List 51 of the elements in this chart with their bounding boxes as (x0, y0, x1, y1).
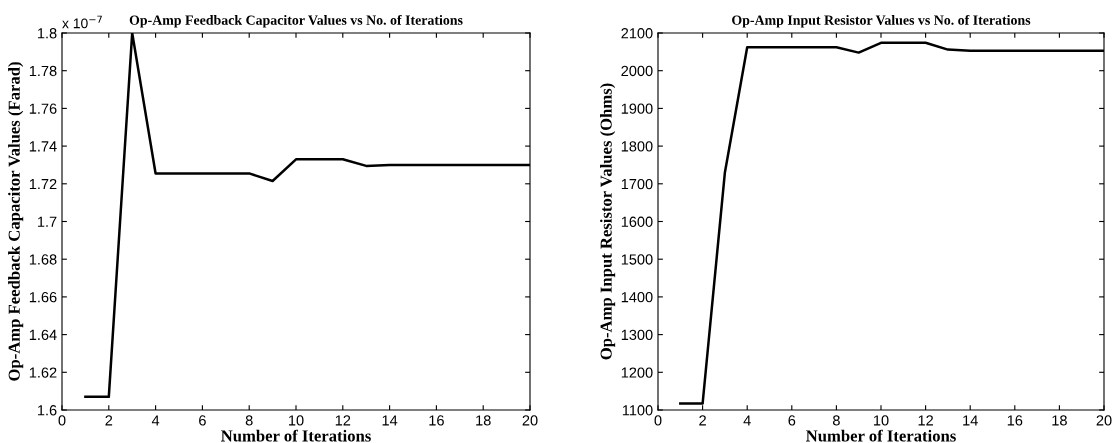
x-tick-label: 2 (105, 415, 113, 426)
x-tick-label: 10 (874, 415, 889, 426)
y-tick-label: 1500 (621, 254, 653, 265)
y-tick-label: 1800 (621, 141, 653, 152)
y-tick-label: 1.78 (29, 65, 57, 77)
x-tick-label: 8 (832, 415, 840, 426)
y-axis-title: Op-Amp Input Resistor Values (Ohms) (600, 83, 616, 360)
y-tick-label: 1600 (621, 216, 653, 227)
x-tick-label: 12 (918, 415, 933, 426)
x-tick-label: 16 (429, 415, 444, 426)
x-axis-title: Number of Iterations (806, 429, 956, 442)
y-tick-label: 1300 (621, 329, 653, 341)
y-tick-label: 2000 (621, 65, 653, 77)
x-tick-label: 16 (1007, 415, 1023, 426)
y-tick-label: 1400 (621, 292, 653, 303)
chart-title: Op-Amp Feedback Capacitor Values vs No. of Iterations (129, 14, 463, 28)
x-tick-label: 18 (1052, 415, 1067, 426)
y-tick-label: 1.7 (37, 216, 57, 227)
text: x 10$^{−7}$ (62, 15, 102, 29)
x-tick-label: 20 (522, 415, 538, 426)
y-tick-label: 1.8 (37, 28, 57, 39)
y-tick-label: 1.72 (29, 178, 57, 190)
x-tick-label: 4 (151, 415, 160, 426)
x-tick-label: 4 (743, 415, 751, 426)
chart-title: Op-Amp Input Resistor Values vs No. of Iterations (732, 14, 1031, 28)
x-tick-label: 12 (335, 415, 351, 426)
y-tick-label: 2100 (621, 28, 653, 39)
x-tick-label: 10 (289, 415, 304, 426)
x-tick-label: 18 (476, 415, 491, 426)
x-tick-label: 14 (382, 415, 398, 426)
x-tick-label: 14 (963, 415, 978, 426)
y-axis-title: Op-Amp Feedback Capacitor Values (Farad) (8, 62, 24, 381)
x-tick-label: 6 (199, 415, 206, 426)
y-tick-label: 1100 (622, 405, 653, 416)
y-tick-label: 1.6 (37, 405, 57, 416)
y-tick-label: 1700 (621, 178, 653, 190)
y-tick-label: 1.62 (29, 367, 57, 378)
y-tick-label: 1.64 (29, 329, 57, 341)
y-tick-label: 1.76 (29, 103, 57, 114)
x-axis-title: Number of Iterations (221, 429, 371, 442)
y-tick-label: 1200 (621, 367, 653, 378)
x-tick-label: 2 (699, 415, 706, 426)
x-tick-label: 6 (788, 415, 796, 426)
x-tick-label: 8 (245, 415, 253, 426)
x-tick-label: 0 (58, 415, 66, 426)
x-tick-label: 0 (654, 415, 662, 426)
x-tick-label: 20 (1096, 415, 1112, 426)
y-tick-label: 1900 (621, 103, 653, 114)
y-tick-label: 1.74 (29, 141, 57, 152)
y-tick-label: 1.66 (29, 292, 57, 303)
y-tick-label: 1.68 (29, 254, 57, 265)
